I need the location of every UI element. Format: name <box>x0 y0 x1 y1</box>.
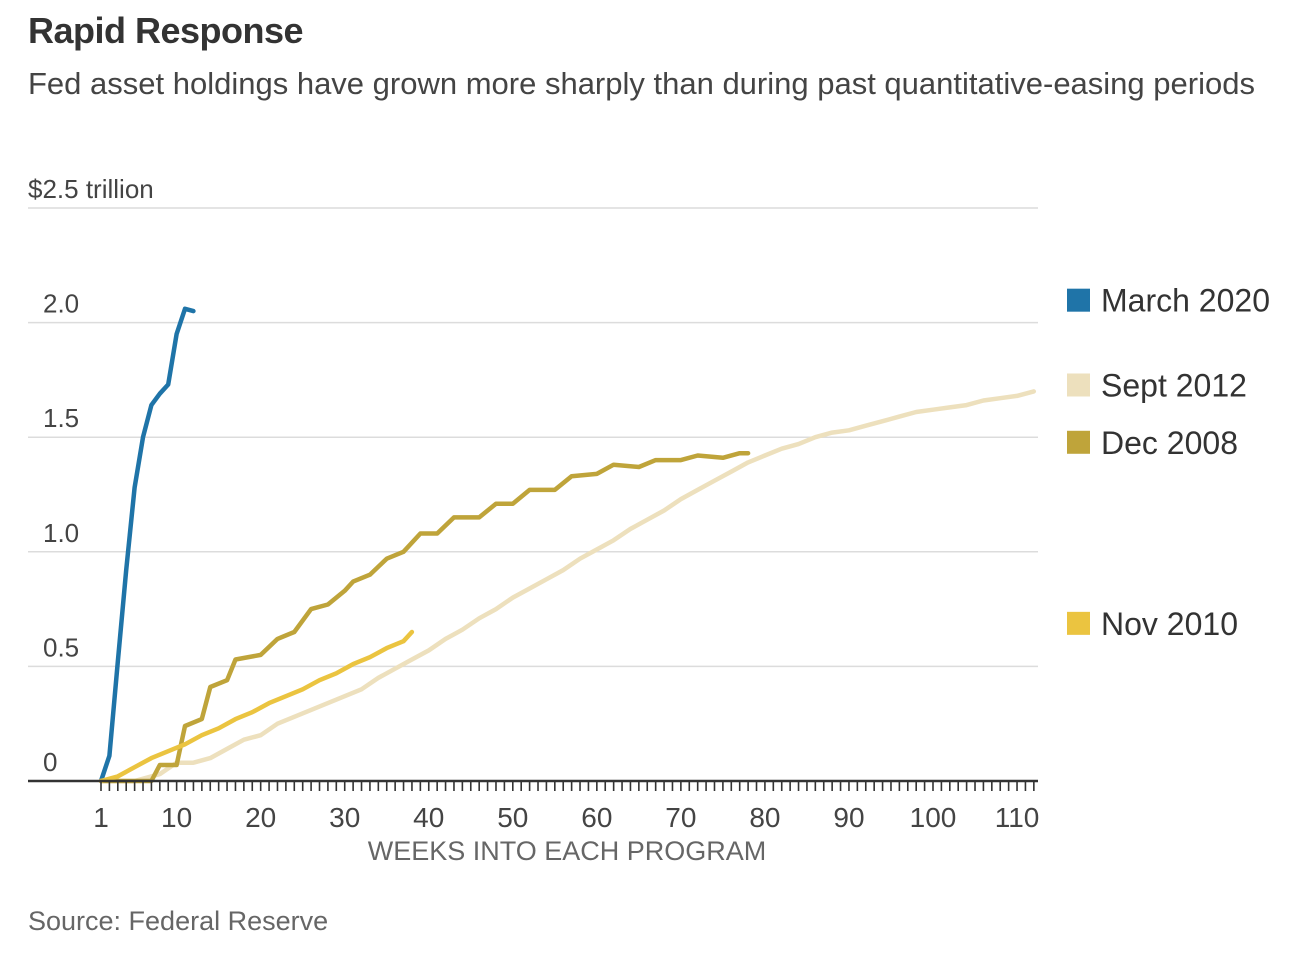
legend-swatch <box>1067 373 1090 397</box>
legend: March 2020 Sept 2012 Dec 2008 Nov 2010 <box>1067 283 1270 642</box>
y-tick-label: 0.5 <box>43 632 79 662</box>
x-tick-label: 60 <box>581 802 612 833</box>
series-line-dec-2008 <box>98 450 751 784</box>
legend-swatch <box>1067 430 1090 454</box>
legend-label: Nov 2010 <box>1101 606 1238 642</box>
legend-item-nov-2010: Nov 2010 <box>1067 606 1238 642</box>
x-tick-label: 30 <box>329 802 360 833</box>
x-tick-label: 50 <box>497 802 528 833</box>
y-tick-label: 1.0 <box>43 518 79 548</box>
legend-label: Dec 2008 <box>1101 425 1238 461</box>
legend-swatch <box>1067 611 1090 635</box>
gridlines <box>28 207 1038 668</box>
x-tick-label: 110 <box>995 802 1040 833</box>
series-line-sept-2012 <box>98 389 1037 784</box>
x-tick-label: 90 <box>833 802 864 833</box>
chart-subtitle: Fed asset holdings have grown more sharp… <box>28 66 1255 101</box>
source-note: Source: Federal Reserve <box>28 906 329 936</box>
legend-label: March 2020 <box>1101 283 1270 319</box>
series-line-nov-2010 <box>98 629 415 784</box>
x-tick-label: 70 <box>665 802 696 833</box>
y-tick-label: 0 <box>43 747 57 777</box>
x-tick-label: 40 <box>413 802 444 833</box>
legend-item-sept-2012: Sept 2012 <box>1067 367 1247 403</box>
x-tick-label: 80 <box>749 802 780 833</box>
y-tick-label: 1.5 <box>43 403 79 433</box>
y-tick-label: 2.0 <box>43 289 79 319</box>
legend-item-march-2020: March 2020 <box>1067 283 1270 319</box>
legend-label: Sept 2012 <box>1101 367 1247 403</box>
x-tick-label: 1 <box>93 802 109 833</box>
x-tick-label: 10 <box>161 802 192 833</box>
series-line-march-2020 <box>98 306 196 784</box>
legend-item-dec-2008: Dec 2008 <box>1067 425 1238 461</box>
y-tick-label: $2.5 trillion <box>28 174 154 204</box>
y-axis-labels: 0 0.5 1.0 1.5 2.0 $2.5 trillion <box>28 174 154 777</box>
chart-title: Rapid Response <box>28 10 304 51</box>
x-axis-title: WEEKS INTO EACH PROGRAM <box>368 836 767 866</box>
series-lines <box>98 306 1037 784</box>
legend-swatch <box>1067 288 1090 312</box>
x-tick-label: 20 <box>245 802 276 833</box>
x-tick-label: 100 <box>910 802 957 833</box>
